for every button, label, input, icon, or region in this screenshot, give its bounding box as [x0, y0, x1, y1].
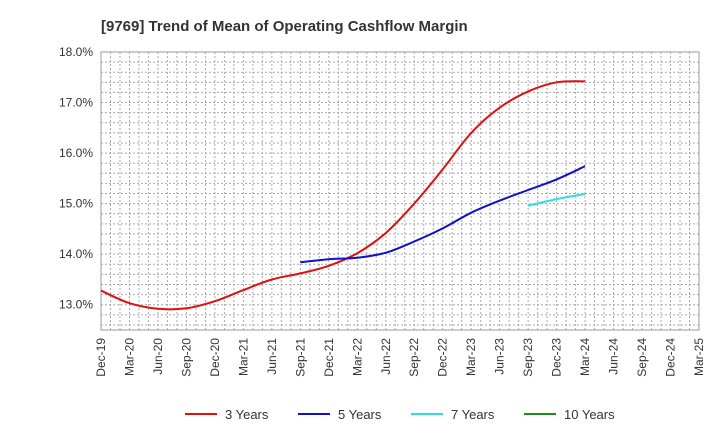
- y-axis: 13.0% 14.0% 15.0% 16.0% 17.0% 18.0%: [59, 45, 93, 312]
- legend-label-5-years: 5 Years: [338, 407, 382, 422]
- legend-label-7-years: 7 Years: [451, 407, 495, 422]
- x-tick-label: Sep-21: [293, 338, 307, 377]
- y-tick-label: 14.0%: [59, 247, 93, 261]
- x-tick-label: Dec-22: [436, 338, 450, 377]
- legend-label-10-years: 10 Years: [564, 407, 615, 422]
- x-tick-label: Jun-22: [379, 338, 393, 375]
- x-tick-label: Dec-19: [94, 338, 108, 377]
- series-line-5-years: [300, 165, 586, 264]
- y-tick-label: 16.0%: [59, 146, 93, 160]
- x-tick-label: Sep-22: [407, 338, 421, 377]
- y-tick-label: 17.0%: [59, 96, 93, 110]
- x-tick-label: Jun-20: [151, 338, 165, 375]
- y-tick-label: 13.0%: [59, 298, 93, 312]
- x-axis: Dec-19 Mar-20 Jun-20 Sep-20 Dec-20 Mar-21 Jun-…: [94, 338, 706, 377]
- x-tick-label: Mar-24: [578, 338, 592, 376]
- x-tick-label: Dec-24: [664, 338, 678, 377]
- x-tick-label: Mar-21: [236, 338, 250, 376]
- x-tick-label: Dec-20: [208, 338, 222, 377]
- x-tick-label: Mar-23: [464, 338, 478, 376]
- x-tick-label: Mar-22: [350, 338, 364, 376]
- chart-title: [9769] Trend of Mean of Operating Cashfl…: [101, 18, 468, 35]
- x-tick-label: Jun-21: [265, 338, 279, 375]
- y-tick-label: 18.0%: [59, 45, 93, 59]
- x-tick-label: Sep-23: [521, 338, 535, 377]
- x-tick-label: Mar-20: [122, 338, 136, 376]
- x-tick-label: Sep-20: [179, 338, 193, 377]
- series-lines: [100, 80, 586, 311]
- x-tick-label: Dec-21: [322, 338, 336, 377]
- series-line-7-years: [527, 193, 586, 207]
- x-tick-label: Sep-24: [635, 338, 649, 377]
- plot-frame: [100, 51, 700, 331]
- series-line-3-years: [100, 80, 586, 311]
- grid: [101, 51, 699, 330]
- x-tick-label: Jun-24: [607, 338, 621, 375]
- legend-label-3-years: 3 Years: [225, 407, 269, 422]
- x-tick-label: Dec-23: [550, 338, 564, 377]
- x-tick-label: Mar-25: [692, 338, 706, 376]
- x-tick-label: Jun-23: [493, 338, 507, 375]
- y-tick-label: 15.0%: [59, 197, 93, 211]
- legend: 3 Years 5 Years 7 Years 10 Years: [185, 407, 615, 422]
